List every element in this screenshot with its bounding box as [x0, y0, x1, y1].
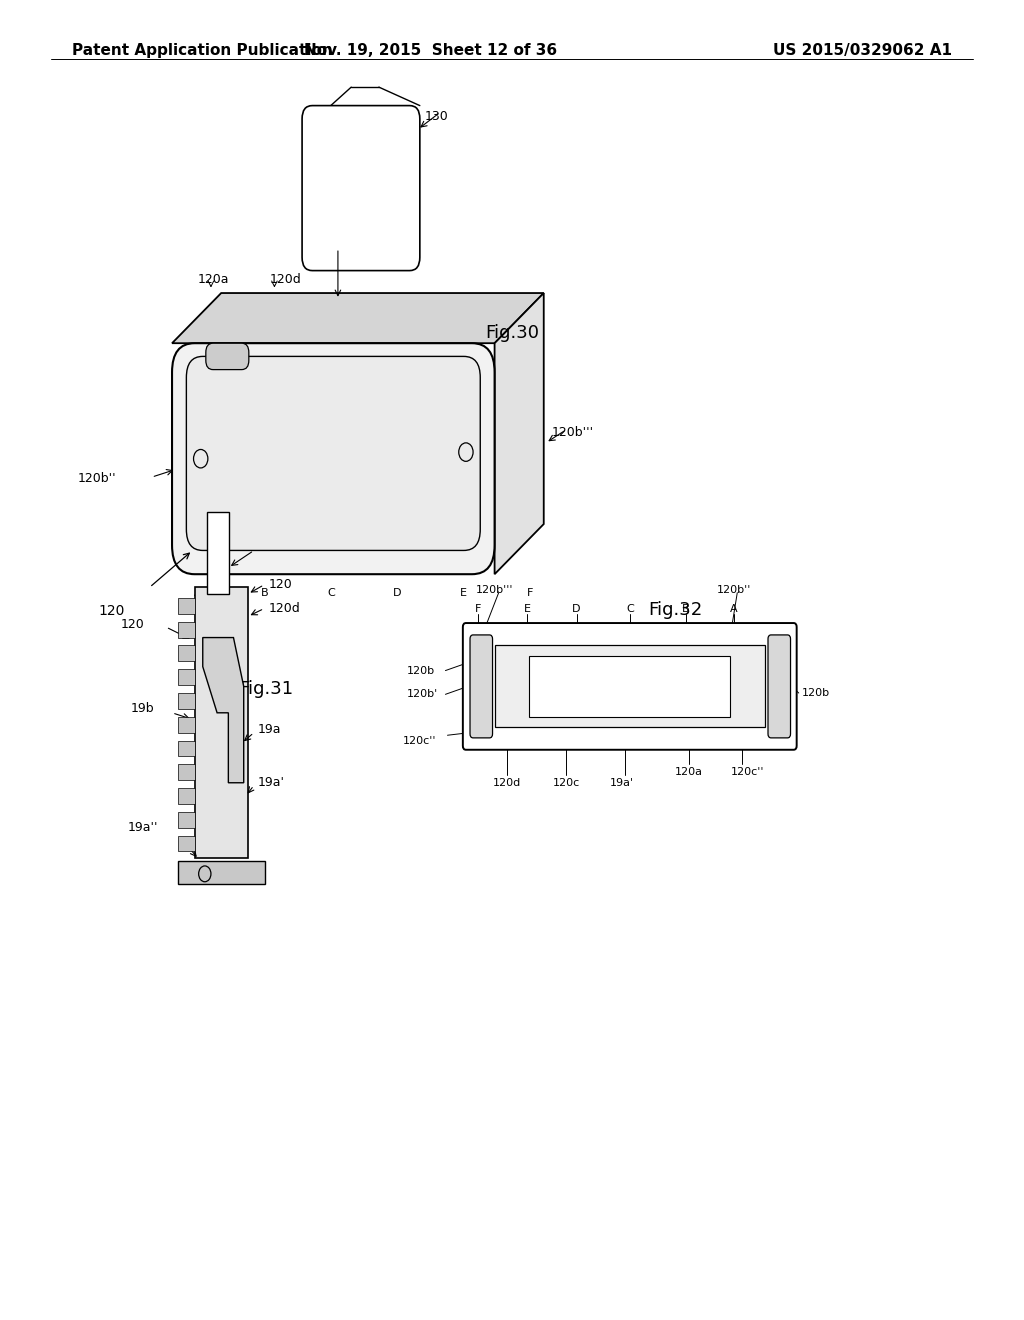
Text: 130: 130: [256, 541, 280, 554]
Bar: [178, 669, 195, 685]
Polygon shape: [495, 293, 544, 574]
Bar: [178, 788, 195, 804]
Text: Fig.30: Fig.30: [485, 323, 539, 342]
Bar: [178, 836, 195, 851]
Text: Fig.32: Fig.32: [649, 601, 702, 619]
Bar: [178, 598, 195, 614]
Text: 120a: 120a: [675, 767, 703, 777]
Bar: [178, 812, 195, 828]
Text: 120b''': 120b''': [476, 585, 514, 595]
Text: 120b'': 120b'': [717, 585, 752, 595]
Text: Nov. 19, 2015  Sheet 12 of 36: Nov. 19, 2015 Sheet 12 of 36: [303, 42, 557, 58]
Text: 120b: 120b: [802, 688, 829, 698]
Bar: [495, 645, 765, 727]
Polygon shape: [172, 293, 544, 343]
Text: 19a': 19a': [609, 777, 634, 788]
Text: 19a: 19a: [258, 723, 282, 737]
Bar: [178, 622, 195, 638]
Text: 120c'': 120c'': [731, 767, 764, 777]
Text: 120c: 120c: [553, 777, 580, 788]
Text: 120c'': 120c'': [402, 735, 436, 746]
Text: 120b'': 120b'': [78, 473, 117, 484]
Text: D: D: [572, 603, 581, 614]
Polygon shape: [203, 638, 244, 783]
Text: E: E: [461, 587, 467, 598]
Text: 19a': 19a': [258, 776, 285, 789]
FancyBboxPatch shape: [206, 343, 249, 370]
Bar: [529, 656, 730, 717]
Text: D: D: [393, 587, 401, 598]
Text: 120: 120: [121, 618, 144, 631]
Text: 19b: 19b: [131, 702, 155, 715]
Text: US 2015/0329062 A1: US 2015/0329062 A1: [773, 42, 952, 58]
Text: 120d: 120d: [269, 273, 301, 286]
Text: Fig.31: Fig.31: [240, 680, 293, 698]
Bar: [178, 741, 195, 756]
Text: B: B: [682, 603, 690, 614]
Text: C: C: [626, 603, 634, 614]
Text: 120b': 120b': [407, 689, 438, 700]
FancyBboxPatch shape: [186, 356, 480, 550]
Text: 120b: 120b: [407, 665, 434, 676]
Bar: [207, 512, 229, 594]
Bar: [178, 693, 195, 709]
Text: B: B: [260, 587, 268, 598]
FancyBboxPatch shape: [463, 623, 797, 750]
FancyBboxPatch shape: [172, 343, 495, 574]
FancyBboxPatch shape: [470, 635, 493, 738]
Text: F: F: [475, 603, 481, 614]
Bar: [178, 764, 195, 780]
Text: 120d: 120d: [268, 602, 300, 615]
Text: 130: 130: [425, 110, 449, 123]
FancyBboxPatch shape: [302, 106, 420, 271]
Text: Patent Application Publication: Patent Application Publication: [72, 42, 333, 58]
Text: 120d: 120d: [493, 777, 521, 788]
Text: 19a'': 19a'': [128, 821, 159, 834]
Bar: [178, 645, 195, 661]
FancyBboxPatch shape: [768, 635, 791, 738]
Text: A: A: [194, 587, 202, 598]
Bar: [178, 717, 195, 733]
Bar: [178, 861, 265, 884]
Text: 120b''': 120b''': [552, 426, 594, 438]
Bar: [195, 587, 248, 858]
Text: 120: 120: [98, 605, 125, 618]
Text: 120a: 120a: [198, 273, 229, 286]
Text: 120: 120: [268, 578, 292, 591]
Text: A: A: [730, 603, 738, 614]
Text: F: F: [527, 587, 534, 598]
Text: E: E: [524, 603, 530, 614]
Text: C: C: [327, 587, 335, 598]
